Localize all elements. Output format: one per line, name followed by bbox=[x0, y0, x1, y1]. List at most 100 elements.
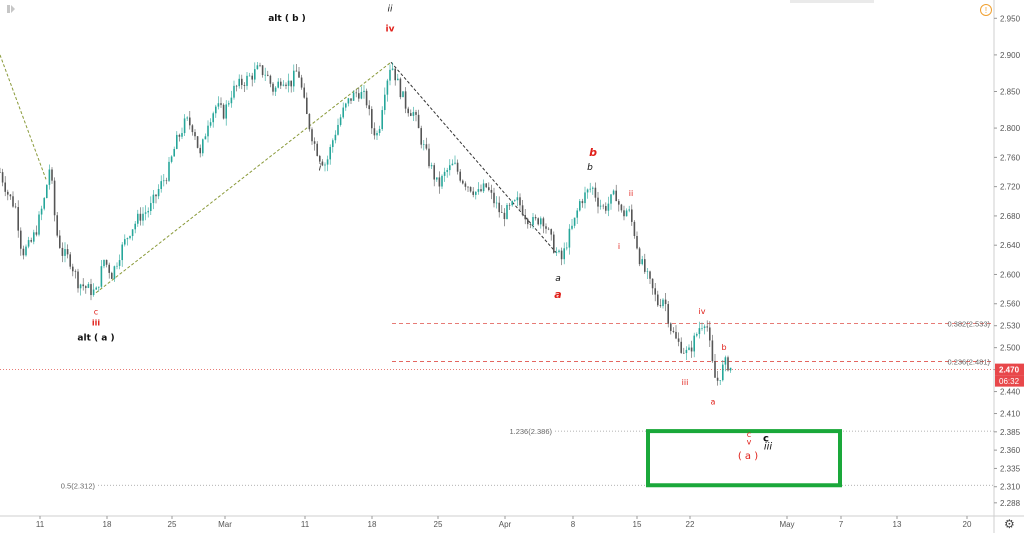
last-price-label: 2.470 bbox=[999, 366, 1020, 375]
y-tick-label: 2.850 bbox=[1000, 87, 1021, 96]
candle-body bbox=[173, 148, 175, 157]
candle-body bbox=[194, 132, 196, 137]
candle-body bbox=[17, 207, 19, 231]
candle-body bbox=[293, 70, 295, 87]
candle-body bbox=[443, 171, 446, 176]
candle-body bbox=[690, 347, 693, 352]
candle-body bbox=[220, 103, 222, 105]
candle-body bbox=[563, 248, 565, 260]
candle-body bbox=[415, 112, 417, 115]
candle-body bbox=[586, 189, 589, 193]
candle-body bbox=[85, 286, 87, 288]
candle-body bbox=[412, 112, 415, 116]
candle-body bbox=[35, 232, 38, 235]
candle-body bbox=[165, 180, 168, 182]
candle-body bbox=[516, 197, 519, 201]
candle-body bbox=[709, 327, 711, 341]
candle-body bbox=[261, 65, 264, 76]
candle-body bbox=[303, 87, 305, 98]
wave-label: ii bbox=[387, 5, 393, 15]
candle-body bbox=[66, 249, 69, 255]
candle-body bbox=[397, 78, 399, 81]
y-tick-label: 2.720 bbox=[1000, 183, 1021, 192]
candle-body bbox=[449, 165, 451, 171]
candle-body bbox=[391, 68, 394, 70]
candle-body bbox=[410, 113, 412, 116]
candle-body bbox=[264, 74, 266, 76]
trend-line bbox=[390, 61, 557, 253]
candle-body bbox=[633, 221, 636, 237]
candle-body bbox=[121, 244, 123, 261]
candle-body bbox=[589, 188, 591, 190]
candle-body bbox=[59, 235, 61, 248]
candle-body bbox=[118, 260, 121, 266]
gear-icon[interactable]: ⚙ bbox=[1004, 517, 1015, 531]
candle-body bbox=[472, 191, 474, 195]
candle-body bbox=[615, 190, 617, 202]
candle-body bbox=[98, 286, 100, 288]
y-tick-label: 2.288 bbox=[1000, 499, 1021, 508]
wave-label: b bbox=[589, 146, 597, 159]
candle-body bbox=[40, 208, 43, 215]
candle-body bbox=[644, 259, 646, 272]
candle-body bbox=[508, 204, 511, 206]
candle-body bbox=[350, 98, 352, 101]
candle-body bbox=[420, 128, 422, 145]
y-tick-label: 2.900 bbox=[1000, 51, 1021, 60]
candle-body bbox=[495, 202, 498, 204]
candle-body bbox=[235, 85, 238, 87]
candle-body bbox=[280, 81, 282, 86]
candle-body bbox=[553, 234, 555, 253]
candle-body bbox=[646, 271, 649, 273]
fib-level-label: 1.236(2.386) bbox=[509, 427, 552, 436]
candle-body bbox=[368, 105, 370, 110]
y-tick-label: 2.360 bbox=[1000, 446, 1021, 455]
candle-body bbox=[446, 170, 448, 172]
y-tick-label: 2.760 bbox=[1000, 153, 1021, 162]
countdown-badge bbox=[995, 375, 1024, 387]
x-tick-label: 25 bbox=[168, 520, 177, 529]
y-tick-label: 2.640 bbox=[1000, 241, 1021, 250]
candle-body bbox=[703, 326, 706, 329]
candle-body bbox=[706, 326, 708, 328]
y-tick-label: 2.500 bbox=[1000, 344, 1021, 353]
x-tick-label: 15 bbox=[633, 520, 642, 529]
candle-body bbox=[269, 75, 272, 84]
x-tick-label: Mar bbox=[218, 520, 232, 529]
candle-body bbox=[711, 340, 714, 362]
candle-body bbox=[363, 90, 365, 92]
candle-body bbox=[212, 113, 214, 123]
target-zone-box bbox=[646, 429, 842, 488]
candle-body bbox=[529, 224, 532, 225]
candle-body bbox=[610, 194, 612, 204]
candle-body bbox=[248, 75, 251, 77]
candle-body bbox=[729, 367, 732, 371]
candle-body bbox=[480, 189, 482, 192]
wave-label: i bbox=[319, 164, 322, 174]
trend-line bbox=[0, 54, 47, 180]
candle-body bbox=[347, 98, 350, 104]
candle-body bbox=[459, 171, 461, 181]
alert-clock-icon[interactable]: ! bbox=[980, 4, 992, 16]
candle-body bbox=[573, 217, 576, 226]
y-tick-label: 2.335 bbox=[1000, 464, 1021, 473]
candle-body bbox=[568, 228, 571, 248]
candle-body bbox=[147, 211, 149, 213]
candle-body bbox=[0, 172, 1, 173]
candle-body bbox=[178, 134, 181, 137]
candle-body bbox=[170, 156, 173, 162]
candle-body bbox=[282, 84, 285, 86]
candle-body bbox=[108, 264, 110, 273]
wave-label: iv bbox=[386, 24, 395, 34]
candle-body bbox=[246, 75, 248, 86]
candle-body bbox=[199, 147, 201, 154]
candle-body bbox=[558, 250, 560, 252]
candle-body bbox=[542, 218, 545, 227]
candle-body bbox=[217, 103, 220, 107]
candle-body bbox=[259, 65, 261, 66]
candle-body bbox=[300, 77, 303, 88]
candle-body bbox=[511, 201, 513, 206]
wave-label: iii bbox=[682, 378, 689, 387]
